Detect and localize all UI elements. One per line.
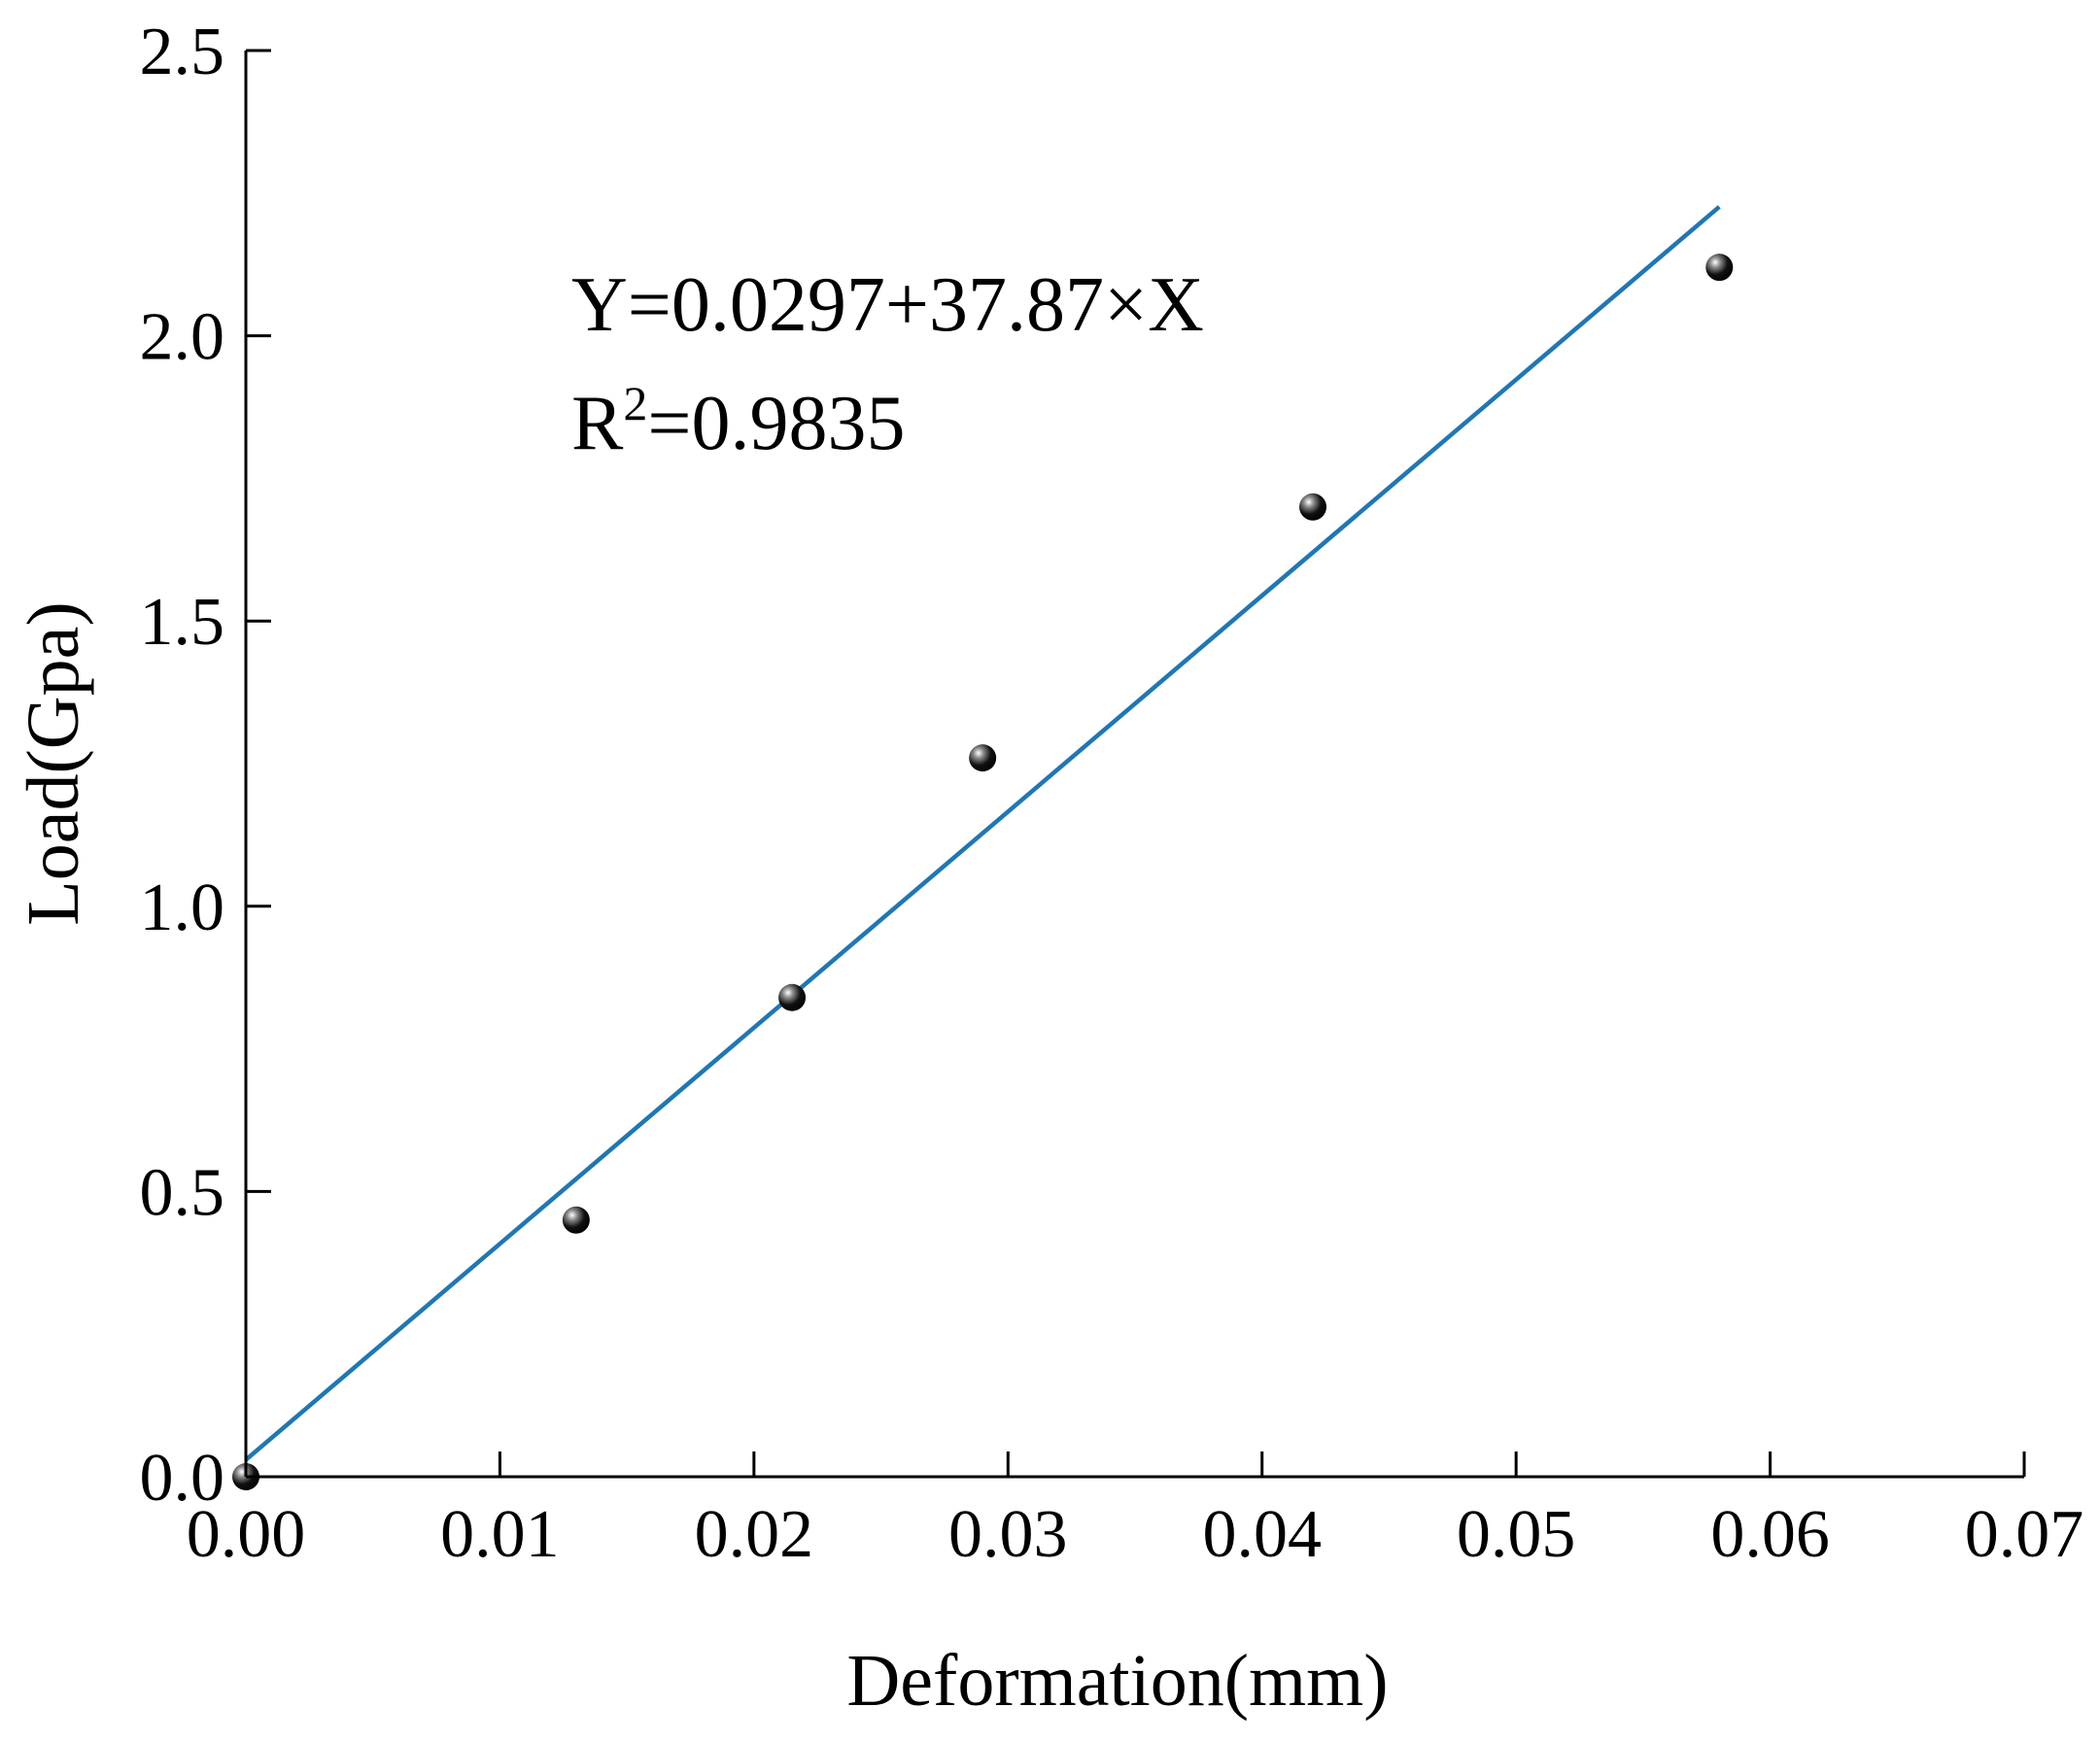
y-tick-label: 1.5 xyxy=(140,585,225,660)
y-tick-label: 2.0 xyxy=(140,300,225,375)
data-point xyxy=(778,983,807,1011)
x-tick-label: 0.07 xyxy=(1965,1497,2084,1572)
data-point xyxy=(562,1206,590,1234)
x-tick-label: 0.03 xyxy=(948,1497,1068,1572)
y-tick-label: 0.0 xyxy=(140,1441,225,1516)
r-squared-base: R xyxy=(571,381,624,466)
x-ticks: 0.00 0.01 0.02 0.03 0.04 0.05 0.06 0.07 xyxy=(187,1451,2084,1572)
y-axis-title: Load(Gpa) xyxy=(13,601,94,925)
x-axis-title: Deformation(mm) xyxy=(846,1640,1388,1722)
y-ticks: 0.0 0.5 1.0 1.5 2.0 2.5 xyxy=(140,15,271,1516)
y-tick-label: 2.5 xyxy=(140,15,225,89)
fit-line-layer xyxy=(244,205,1721,1462)
regression-equation: Y=0.0297+37.87×X xyxy=(571,262,1204,348)
x-tick-label: 0.04 xyxy=(1202,1497,1322,1572)
x-tick-label: 0.00 xyxy=(187,1497,306,1572)
y-tick-label: 1.0 xyxy=(140,870,225,945)
regression-line xyxy=(244,205,1721,1462)
data-point xyxy=(969,744,997,772)
x-tick-label: 0.01 xyxy=(440,1497,560,1572)
r-squared-label: R2=0.9835 xyxy=(571,376,905,466)
r-squared-value: =0.9835 xyxy=(647,381,905,466)
r-squared-superscript: 2 xyxy=(623,376,647,430)
data-points xyxy=(232,254,1734,1490)
x-tick-label: 0.05 xyxy=(1457,1497,1576,1572)
y-tick-label: 0.5 xyxy=(140,1155,225,1230)
x-tick-label: 0.02 xyxy=(695,1497,814,1572)
data-point xyxy=(1705,254,1734,282)
x-tick-label: 0.06 xyxy=(1710,1497,1830,1572)
data-point xyxy=(1299,493,1326,521)
